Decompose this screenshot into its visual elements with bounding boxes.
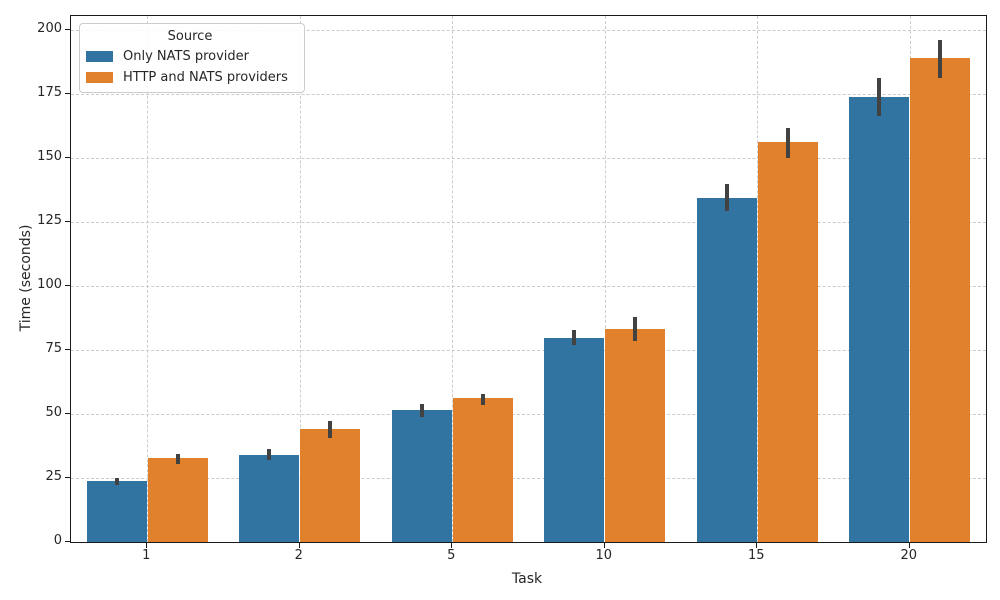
error-bar: [938, 40, 943, 79]
bar: [452, 398, 513, 542]
x-tick-mark: [756, 543, 758, 548]
y-tick-label: 125: [37, 213, 62, 229]
y-gridline: [71, 158, 986, 160]
y-tick-label: 100: [37, 277, 62, 293]
y-tick-mark: [65, 541, 70, 542]
y-tick-mark: [65, 477, 70, 479]
legend-swatch: [86, 71, 113, 83]
error-bar: [114, 478, 119, 486]
x-tick-label: 15: [747, 548, 765, 563]
y-gridline: [71, 414, 986, 416]
y-tick-mark: [65, 93, 70, 95]
bar: [544, 337, 605, 542]
plot-area: Source Only NATS provider HTTP and NATS p…: [70, 15, 987, 543]
legend-title: Source: [167, 29, 213, 44]
y-tick-label: 25: [45, 469, 62, 485]
x-gridline: [299, 16, 301, 542]
legend-entry: Only NATS provider: [86, 48, 294, 64]
x-axis-label: Task: [511, 571, 543, 587]
error-bar: [267, 449, 272, 461]
error-bar: [785, 128, 790, 158]
bar: [696, 197, 757, 542]
y-tick-mark: [65, 221, 70, 223]
y-tick-label: 75: [45, 341, 62, 357]
bar: [147, 458, 208, 542]
bar: [239, 455, 300, 542]
bar: [86, 481, 147, 542]
legend-entry-label: HTTP and NATS providers: [123, 69, 288, 85]
legend-entry: HTTP and NATS providers: [86, 69, 294, 85]
y-tick-mark: [65, 285, 70, 287]
x-tick-mark: [908, 543, 910, 548]
x-tick-label: 20: [900, 548, 918, 563]
x-tick-mark: [451, 543, 453, 548]
x-tick-label: 1: [142, 548, 151, 563]
y-tick-label: 50: [45, 405, 62, 421]
error-bar: [480, 393, 485, 405]
x-tick-mark: [146, 543, 148, 548]
bar: [757, 141, 818, 542]
x-tick-mark: [603, 543, 605, 548]
y-gridline: [71, 478, 986, 480]
y-tick-mark: [65, 413, 70, 415]
x-tick-mark: [298, 543, 300, 548]
x-tick-label: 10: [595, 548, 613, 563]
error-bar: [419, 403, 424, 418]
legend: Source Only NATS provider HTTP and NATS p…: [79, 23, 305, 93]
bar: [849, 96, 910, 542]
x-tick-label: 5: [447, 548, 456, 563]
y-tick-mark: [65, 29, 70, 31]
y-tick-label: 175: [37, 85, 62, 101]
x-tick-label: 2: [294, 548, 303, 563]
bar: [391, 409, 452, 542]
legend-entries: Only NATS provider HTTP and NATS provider…: [86, 48, 294, 85]
error-bar: [633, 316, 638, 341]
y-gridline: [71, 30, 986, 32]
bar: [910, 57, 971, 542]
y-tick-mark: [65, 349, 70, 351]
error-bar: [877, 77, 882, 117]
x-gridline: [452, 16, 454, 542]
error-bar: [175, 453, 180, 464]
y-gridline: [71, 286, 986, 288]
y-gridline: [71, 94, 986, 96]
legend-entry-label: Only NATS provider: [123, 48, 250, 64]
legend-swatch: [86, 50, 113, 62]
error-bar: [572, 330, 577, 346]
y-gridline: [71, 350, 986, 352]
bar: [605, 328, 666, 542]
y-tick-label: 0: [53, 533, 62, 548]
x-gridline: [604, 16, 606, 542]
y-tick-label: 150: [37, 149, 62, 165]
bar: [300, 428, 361, 542]
y-tick-mark: [65, 157, 70, 159]
x-gridline: [147, 16, 149, 542]
error-bar: [328, 420, 333, 439]
error-bar: [724, 184, 729, 211]
y-tick-label: 200: [37, 21, 62, 37]
y-gridline: [71, 222, 986, 224]
y-axis-label: Time (seconds): [18, 224, 34, 332]
